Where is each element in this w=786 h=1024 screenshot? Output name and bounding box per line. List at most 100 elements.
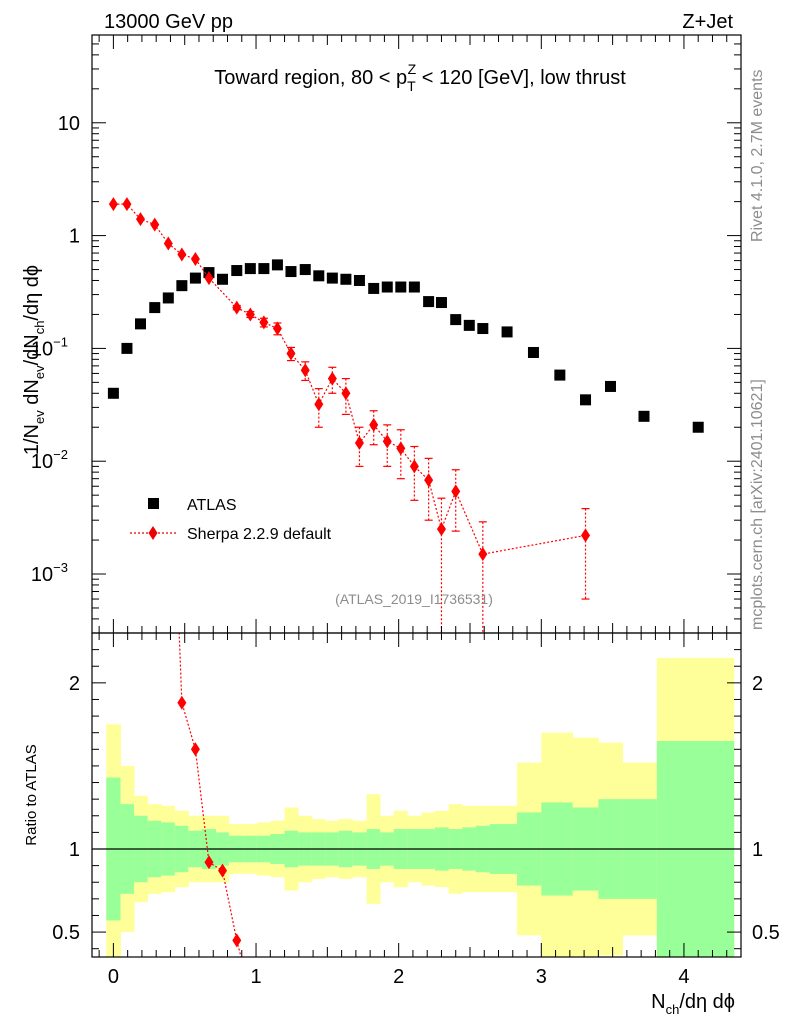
ratio-sherpa-point	[218, 863, 228, 878]
atlas-point	[121, 342, 133, 354]
atlas-point	[450, 314, 462, 326]
atlas-point	[299, 264, 311, 276]
sherpa-point	[300, 363, 310, 378]
atlas-point	[189, 272, 201, 284]
atlas-point	[326, 272, 338, 284]
sherpa-point	[163, 236, 173, 251]
x-tick-label: 0	[108, 966, 119, 988]
main-y-tick-exponent: −3	[53, 560, 68, 575]
legend-atlas-label: ATLAS	[187, 497, 237, 514]
sherpa-point	[232, 300, 242, 315]
sherpa-point	[396, 441, 406, 456]
sherpa-point	[177, 247, 187, 262]
atlas-point	[692, 421, 704, 433]
ratio-y-axis-label: Ratio to ATLAS	[23, 744, 40, 845]
ratio-frame	[91, 632, 742, 958]
ratio-sherpa-point	[177, 695, 187, 710]
atlas-point	[134, 318, 146, 330]
ratio-y-tick-label: 1	[69, 839, 80, 861]
x-tick-label: 1	[250, 966, 261, 988]
sherpa-point	[135, 212, 145, 227]
x-axis-label: Nch/dη dϕ	[651, 991, 735, 1017]
main-y-tick-exponent: −2	[53, 447, 68, 462]
atlas-point	[176, 280, 188, 292]
atlas-point	[604, 380, 616, 392]
sherpa-point	[314, 397, 324, 412]
atlas-point	[435, 297, 447, 309]
sherpa-point	[286, 346, 296, 361]
ratio-y-tick-label: 2	[69, 673, 80, 695]
atlas-point	[463, 319, 475, 331]
atlas-point	[313, 270, 325, 282]
sherpa-point	[341, 386, 351, 401]
analysis-label: (ATLAS_2019_I1736531)	[335, 591, 493, 607]
sherpa-point	[122, 197, 132, 212]
ratio-y-tick-label-right: 1	[752, 839, 763, 861]
sherpa-point	[272, 321, 282, 336]
atlas-point	[395, 281, 407, 293]
sherpa-point	[451, 484, 461, 499]
sherpa-point	[409, 459, 419, 474]
atlas-point	[408, 281, 420, 293]
sherpa-point	[478, 547, 488, 562]
main-title: Toward region, 80 < pTZ < 120 [GeV], low…	[214, 61, 626, 94]
ratio-sherpa-point	[232, 933, 242, 948]
ratio-data-layer	[177, 633, 242, 957]
sherpa-point	[150, 217, 160, 232]
source-label: mcplots.cern.ch [arXiv:2401.10621]	[749, 379, 766, 630]
ratio-sherpa-point	[190, 742, 200, 757]
atlas-point	[162, 292, 174, 304]
atlas-point	[244, 263, 256, 275]
sherpa-point	[436, 522, 446, 537]
ratio-ticks: 0.5 0.5 1 1 2 2 0 1 2 3 4	[52, 633, 780, 988]
sherpa-point	[245, 307, 255, 322]
atlas-point	[527, 346, 539, 358]
sherpa-point	[259, 315, 269, 330]
atlas-point	[353, 274, 365, 286]
atlas-point	[381, 281, 393, 293]
ratio-y-tick-label-right: 0.5	[752, 922, 780, 944]
legend-sherpa-marker	[148, 526, 158, 540]
x-tick-label: 4	[678, 966, 689, 988]
sherpa-point	[354, 436, 364, 451]
atlas-point	[477, 323, 489, 335]
sherpa-point	[424, 473, 434, 488]
sherpa-point	[369, 417, 379, 432]
atlas-point	[271, 259, 283, 271]
atlas-point	[423, 296, 435, 308]
atlas-point	[107, 387, 119, 399]
atlas-point	[368, 282, 380, 294]
atlas-point	[231, 265, 243, 277]
x-tick-label: 3	[536, 966, 547, 988]
main-y-tick-exponent: −1	[53, 334, 68, 349]
ratio-sherpa-point	[204, 855, 214, 870]
sherpa-point	[204, 271, 214, 286]
atlas-point	[285, 266, 297, 278]
sherpa-point	[190, 252, 200, 267]
atlas-point	[554, 369, 566, 381]
ratio-band-layer	[92, 657, 741, 957]
legend: ATLAS Sherpa 2.2.9 default	[130, 497, 332, 543]
rivet-label: Rivet 4.1.0, 2.7M events	[749, 69, 766, 242]
process-label: Z+Jet	[682, 11, 733, 33]
main-data-layer	[107, 197, 704, 633]
sherpa-point	[382, 434, 392, 449]
sherpa-point	[108, 197, 118, 212]
legend-atlas-marker	[148, 498, 159, 509]
atlas-point	[149, 302, 161, 314]
atlas-point	[258, 263, 270, 275]
sherpa-point	[581, 528, 591, 543]
energy-label: 13000 GeV pp	[104, 11, 233, 33]
atlas-point	[580, 394, 592, 406]
main-y-tick-label: 10	[58, 113, 80, 135]
atlas-point	[340, 273, 352, 285]
ratio-y-tick-label: 0.5	[52, 922, 80, 944]
atlas-point	[217, 273, 229, 285]
ratio-y-tick-label-right: 2	[752, 673, 763, 695]
atlas-point	[638, 410, 650, 422]
atlas-point	[501, 326, 513, 338]
main-y-tick-label: 1	[69, 226, 80, 248]
